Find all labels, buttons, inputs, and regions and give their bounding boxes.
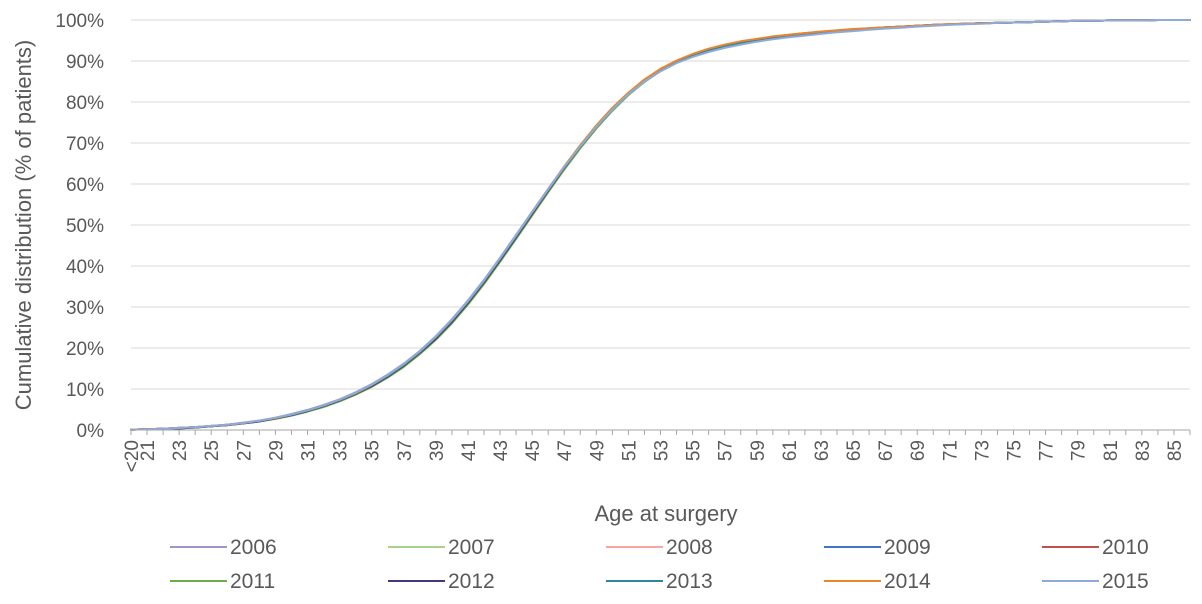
x-tick-label: <20: [122, 440, 143, 472]
x-tick-label: 67: [876, 440, 897, 461]
legend-item-2014: 2014: [824, 570, 931, 593]
x-tick-label: 49: [587, 440, 608, 461]
y-tick-label: 60%: [66, 175, 104, 196]
x-tick-label: 33: [331, 440, 352, 461]
legend-item-2009: 2009: [824, 536, 931, 559]
y-tick-label: 100%: [55, 11, 104, 32]
x-axis-title: Age at surgery: [594, 501, 737, 526]
legend-item-2015: 2015: [1042, 570, 1149, 593]
legend-label: 2012: [448, 570, 495, 593]
x-tick-label: 25: [202, 440, 223, 461]
legend-label: 2013: [666, 570, 713, 593]
x-tick-label: 63: [812, 440, 833, 461]
legend-item-2013: 2013: [606, 570, 713, 593]
x-tick-label: 51: [619, 440, 640, 461]
legend-label: 2009: [884, 536, 931, 559]
y-tick-label: 10%: [66, 380, 104, 401]
x-tick-label: 31: [299, 440, 320, 461]
axes: [130, 429, 1191, 435]
x-tick-label: 57: [716, 440, 737, 461]
y-tick-label: 70%: [66, 134, 104, 155]
legend-label: 2006: [230, 536, 277, 559]
y-axis-title: Cumulative distribution (% of patients): [11, 40, 36, 411]
x-tick-label: 73: [972, 440, 993, 461]
x-tick-label: 77: [1037, 440, 1058, 461]
legend-label: 2007: [448, 536, 495, 559]
x-tick-label: 65: [844, 440, 865, 461]
legend: 2006 2007 2008 2009 2010 2011 2012 2013 2014 2015: [170, 536, 1149, 593]
legend-item-2006: 2006: [170, 536, 277, 559]
x-tick-label: 29: [266, 440, 287, 461]
x-tick-label: 35: [363, 440, 384, 461]
x-tick-label: 23: [170, 440, 191, 461]
x-tick-label: 81: [1101, 440, 1122, 461]
y-tick-label: 80%: [66, 93, 104, 114]
x-tick-label: 79: [1069, 440, 1090, 461]
y-tick-label: 50%: [66, 216, 104, 237]
y-tick-label: 20%: [66, 339, 104, 360]
legend-item-2011: 2011: [170, 570, 275, 593]
x-tick-label: 55: [684, 440, 705, 461]
y-tick-label: 30%: [66, 298, 104, 319]
x-tick-label: 53: [652, 440, 673, 461]
legend-label: 2010: [1102, 536, 1149, 559]
x-tick-label: 41: [459, 440, 480, 461]
series-line-2015: [130, 19, 1191, 431]
x-tick-label: 75: [1005, 440, 1026, 461]
x-tick-label: 85: [1165, 440, 1186, 461]
x-tick-label: 37: [395, 440, 416, 461]
legend-item-2012: 2012: [388, 570, 495, 593]
x-tick-label: 61: [780, 440, 801, 461]
x-tick-label: 27: [234, 440, 255, 461]
y-tick-label: 90%: [66, 52, 104, 73]
x-tick-label: 69: [908, 440, 929, 461]
x-tick-label: 45: [523, 440, 544, 461]
legend-label: 2011: [230, 570, 275, 593]
y-tick-label: 0%: [77, 421, 105, 442]
gridlines: [131, 19, 1190, 390]
legend-label: 2014: [884, 570, 931, 593]
y-tick-labels: 0% 10% 20% 30% 40% 50% 60% 70% 80% 90% 100%: [55, 11, 104, 442]
x-tick-label: 71: [940, 440, 961, 461]
x-tick-label: 83: [1133, 440, 1154, 461]
legend-item-2008: 2008: [606, 536, 713, 559]
legend-item-2010: 2010: [1042, 536, 1149, 559]
x-tick-label: 21: [138, 440, 159, 461]
legend-label: 2008: [666, 536, 713, 559]
series-lines: [130, 19, 1191, 431]
x-tick-label: 59: [748, 440, 769, 461]
x-tick-label: 47: [555, 440, 576, 461]
x-tick-label: 43: [491, 440, 512, 461]
y-tick-label: 40%: [66, 257, 104, 278]
legend-item-2007: 2007: [388, 536, 495, 559]
x-tick-label: 39: [427, 440, 448, 461]
legend-label: 2015: [1102, 570, 1149, 593]
